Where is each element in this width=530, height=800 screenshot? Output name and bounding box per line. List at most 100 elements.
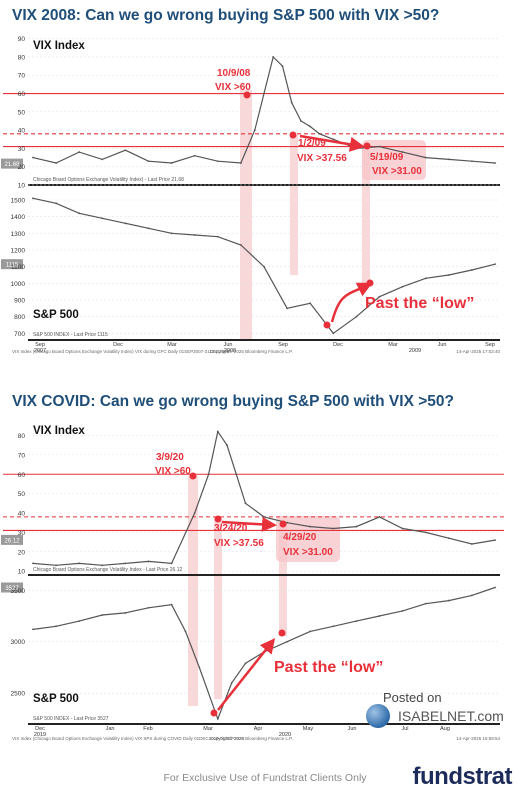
data-point-1-0-7: [193, 154, 196, 157]
data-point-1-1-12: [309, 302, 312, 305]
data-point-1-0-4: [124, 149, 127, 152]
y-tick-1-0-3: 40: [18, 128, 26, 135]
data-point-2-1-3: [101, 614, 104, 616]
data-point-1-1-17: [424, 277, 427, 280]
x-year-1-2: 2009: [409, 348, 421, 354]
data-point-2-1-21: [471, 594, 473, 597]
series-line-1-0: [32, 55, 496, 164]
data-point-1-1-2: [78, 212, 81, 215]
data-point-2-1-6: [170, 603, 173, 606]
data-point-2-1-15: [332, 625, 335, 628]
data-point-2-1-10: [230, 681, 233, 684]
annotation-1-0-1: VIX >60: [215, 82, 251, 93]
arrow-2-1: [217, 638, 276, 711]
brand-logo: fundstrat: [412, 763, 513, 790]
y-tick-1-1-5: 1200: [11, 248, 26, 255]
last-price-box-1-0: [1, 158, 23, 169]
x-tick-2-1: Jan: [106, 726, 115, 732]
y-tick-1-0-7: 80: [18, 54, 26, 61]
y-tick-1-1-0: 700: [14, 331, 25, 338]
data-point-2-0-18: [378, 515, 381, 518]
data-point-2-0-7: [193, 512, 196, 514]
source-2: VIX Index (Chicago Board Options Exchang…: [12, 736, 245, 741]
data-point-2-1-2: [78, 620, 81, 623]
annotation-dot-2-1: [214, 515, 222, 523]
data-point-2-1-17: [378, 615, 381, 617]
shade-band-1-0: [240, 90, 252, 340]
x-tick-1-6: Mar: [388, 342, 398, 348]
panel-label-2-1: S&P 500: [33, 693, 79, 705]
annotation-dot-2-3: [278, 629, 286, 637]
watermark-posted: Posted on: [383, 690, 442, 705]
data-point-1-0-23: [447, 158, 450, 161]
data-point-1-0-1: [55, 162, 57, 164]
annotation-2-0-0: 3/9/20: [156, 452, 184, 463]
y-tick-2-0-3: 40: [18, 511, 26, 518]
annotation-2-1-0: 3/24/20: [214, 523, 248, 534]
x-tick-2-8: Aug: [440, 726, 450, 732]
data-point-2-1-0: [32, 628, 34, 631]
globe-icon: [366, 704, 390, 728]
annotation-1-0-0: 10/9/08: [217, 68, 251, 79]
y-tick-1-0-5: 60: [18, 91, 26, 98]
data-point-1-1-18: [447, 274, 450, 276]
x-tick-2-0: Dec: [35, 726, 45, 732]
y-tick-1-1-1: 800: [14, 314, 25, 321]
data-point-2-1-20: [447, 599, 450, 602]
arrow-1-0: [299, 134, 365, 152]
x-tick-1-7: Jun: [438, 342, 447, 348]
highlight-box-1: [362, 140, 426, 180]
y-tick-2-0-2: 30: [18, 530, 26, 537]
data-point-1-1-19: [471, 269, 473, 271]
data-point-2-1-9: [216, 717, 219, 720]
x-year-2-0: 2019: [34, 732, 46, 738]
shade-band-2-1: [214, 519, 222, 699]
data-point-2-0-20: [424, 531, 427, 534]
data-point-1-0-6: [170, 162, 173, 164]
y-tick-1-0-2: 30: [18, 146, 26, 153]
data-point-2-1-18: [401, 609, 404, 612]
shade-band-2-0: [188, 476, 198, 706]
data-point-1-0-22: [424, 156, 427, 159]
last-price-box-2-1: [1, 582, 23, 593]
x-tick-1-4: Sep: [278, 342, 288, 348]
x-tick-1-3: Jun: [224, 342, 233, 348]
arrow-1-1: [330, 282, 373, 323]
data-point-2-0-9: [216, 430, 219, 433]
data-point-2-0-14: [286, 521, 288, 524]
y-tick-1-1-2: 900: [14, 298, 25, 305]
annotation-dot-1-2: [363, 142, 371, 150]
data-point-2-0-10: [226, 444, 228, 447]
x-tick-2-5: May: [303, 726, 314, 732]
y-tick-2-1-1: 3000: [11, 639, 26, 646]
watermark-site: ISABELNET.com: [398, 708, 504, 724]
x-tick-1-2: Mar: [167, 342, 177, 348]
annotation-2-3-0: Past the “low”: [274, 659, 383, 676]
data-point-1-0-16: [309, 125, 312, 128]
y-tick-2-0-1: 20: [18, 549, 26, 556]
data-point-1-1-13: [332, 332, 335, 335]
data-point-1-1-15: [378, 295, 381, 298]
last-price-box-2-0: [1, 534, 23, 545]
annotation-dot-1-3: [366, 279, 374, 287]
data-point-2-0-23: [494, 539, 496, 542]
annotation-2-1-1: VIX >37.56: [214, 538, 264, 549]
last-price-2-1: 3527: [5, 586, 19, 592]
data-point-2-0-17: [355, 525, 358, 528]
chart-1-group: [1, 38, 504, 341]
y-tick-2-0-7: 80: [18, 433, 26, 440]
panel-label-1-1: S&P 500: [33, 309, 79, 321]
annotation-dot-1-1: [289, 131, 297, 139]
data-point-1-1-8: [216, 235, 219, 238]
low-dot-2: [210, 709, 218, 717]
footer-text: For Exclusive Use of Fundstrat Clients O…: [163, 772, 367, 784]
data-point-1-1-1: [55, 202, 57, 205]
annotation-1-2-0: 5/19/09: [370, 152, 404, 163]
y-tick-2-0-5: 60: [18, 472, 26, 479]
last-price-1-1: 1115: [6, 263, 19, 269]
x-tick-1-5: Dec: [333, 342, 343, 348]
x-tick-1-1: Dec: [113, 342, 123, 348]
data-point-1-0-20: [378, 145, 381, 148]
data-point-2-0-3: [101, 564, 104, 567]
